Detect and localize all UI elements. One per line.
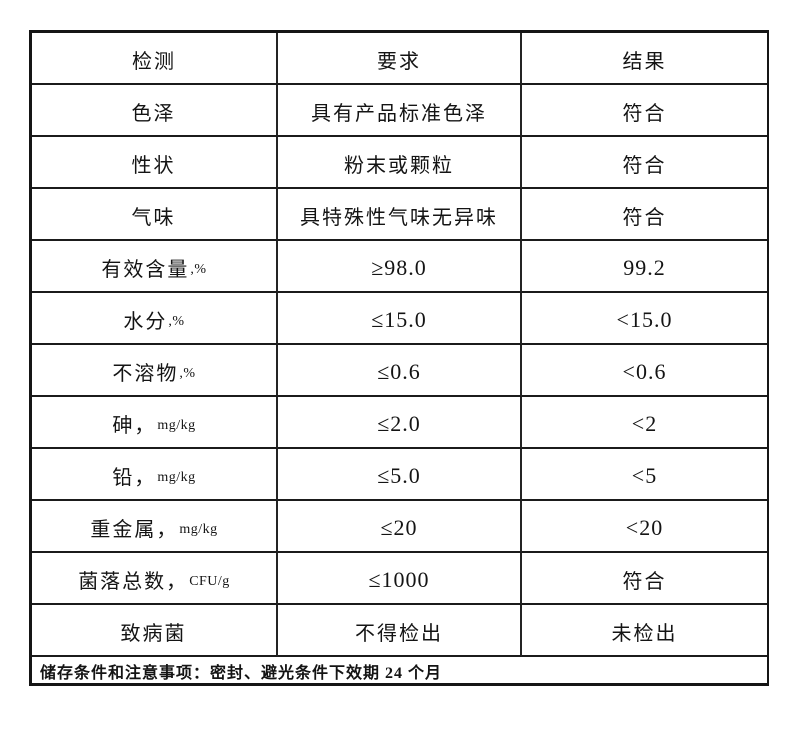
result-cell: <0.6 xyxy=(522,345,767,397)
column-header-requirement: 要求 xyxy=(278,33,522,85)
requirement-value: ≤5.0 xyxy=(377,462,421,488)
inspection-table: 检测 要求 结果 色泽 具有产品标准色泽 符合 性状 粉末或颗粒 符合 气味 具… xyxy=(29,30,769,686)
requirement-value: ≤2.0 xyxy=(377,410,421,436)
requirement-cell: ≤0.6 xyxy=(278,345,522,397)
test-name: 铅， xyxy=(112,467,157,489)
test-unit: mg/kg xyxy=(179,521,218,537)
result-cell: <2 xyxy=(522,397,767,449)
test-name-cell: 不溶物,% xyxy=(32,345,278,397)
requirement-value: ≥98.0 xyxy=(371,254,427,280)
test-name: 有效含量 xyxy=(101,259,190,281)
result-cell: <20 xyxy=(522,501,767,553)
column-header-result-label: 结果 xyxy=(622,51,667,73)
requirement-cell: 具特殊性气味无异味 xyxy=(278,189,522,241)
test-name: 重金属， xyxy=(90,519,179,541)
requirement-cell: ≤15.0 xyxy=(278,293,522,345)
result-value: 未检出 xyxy=(611,623,678,645)
test-name-cell: 菌落总数， CFU/g xyxy=(32,553,278,605)
requirement-value: ≤15.0 xyxy=(371,306,427,332)
requirement-cell: ≤20 xyxy=(278,501,522,553)
result-cell: <15.0 xyxy=(522,293,767,345)
test-name-cell: 性状 xyxy=(32,137,278,189)
test-unit: ,% xyxy=(179,365,196,381)
result-value: <5 xyxy=(631,462,658,488)
test-name: 水分 xyxy=(123,311,168,333)
requirement-value: ≤20 xyxy=(380,514,418,540)
storage-conditions-text: 储存条件和注意事项：密封、避光条件下效期 24 个月 xyxy=(40,665,443,682)
result-cell: 99.2 xyxy=(522,241,767,293)
column-header-test: 检测 xyxy=(32,33,278,85)
result-cell: 符合 xyxy=(522,85,767,137)
test-name-cell: 气味 xyxy=(32,189,278,241)
test-name: 色泽 xyxy=(131,103,176,125)
test-unit: mg/kg xyxy=(157,469,196,485)
test-name-cell: 致病菌 xyxy=(32,605,278,657)
test-name-cell: 铅， mg/kg xyxy=(32,449,278,501)
result-value: <2 xyxy=(631,410,658,436)
result-cell: 符合 xyxy=(522,553,767,605)
requirement-cell: ≤5.0 xyxy=(278,449,522,501)
test-unit: mg/kg xyxy=(157,417,196,433)
test-name: 不溶物 xyxy=(112,363,179,385)
column-header-result: 结果 xyxy=(522,33,767,85)
test-name-cell: 有效含量,% xyxy=(32,241,278,293)
test-name-cell: 水分,% xyxy=(32,293,278,345)
result-value: 符合 xyxy=(622,571,667,593)
result-value: 符合 xyxy=(622,103,667,125)
requirement-cell: 不得检出 xyxy=(278,605,522,657)
test-name-cell: 砷， mg/kg xyxy=(32,397,278,449)
requirement-value: 具有产品标准色泽 xyxy=(311,103,487,125)
result-cell: 符合 xyxy=(522,189,767,241)
requirement-value: ≤0.6 xyxy=(377,358,421,384)
test-name: 砷， xyxy=(112,415,157,437)
result-value: 符合 xyxy=(622,207,667,229)
test-name-cell: 色泽 xyxy=(32,85,278,137)
result-value: 99.2 xyxy=(623,254,666,280)
test-name: 致病菌 xyxy=(120,623,187,645)
requirement-value: 粉末或颗粒 xyxy=(344,155,454,177)
storage-conditions-note: 储存条件和注意事项：密封、避光条件下效期 24 个月 xyxy=(32,657,767,683)
result-value: <0.6 xyxy=(622,358,667,384)
requirement-value: ≤1000 xyxy=(368,566,430,592)
test-name: 性状 xyxy=(131,155,176,177)
requirement-cell: 粉末或颗粒 xyxy=(278,137,522,189)
column-header-requirement-label: 要求 xyxy=(377,51,421,73)
requirement-cell: ≤1000 xyxy=(278,553,522,605)
test-unit: ,% xyxy=(168,313,185,329)
test-name: 气味 xyxy=(131,207,176,229)
result-value: 符合 xyxy=(622,155,667,177)
requirement-cell: 具有产品标准色泽 xyxy=(278,85,522,137)
result-cell: 符合 xyxy=(522,137,767,189)
test-name: 菌落总数， xyxy=(78,571,189,593)
result-value: <20 xyxy=(625,514,664,540)
requirement-value: 具特殊性气味无异味 xyxy=(300,207,498,229)
requirement-value: 不得检出 xyxy=(355,623,443,645)
result-cell: <5 xyxy=(522,449,767,501)
result-value: <15.0 xyxy=(616,306,673,332)
test-name-cell: 重金属， mg/kg xyxy=(32,501,278,553)
requirement-cell: ≤2.0 xyxy=(278,397,522,449)
column-header-test-label: 检测 xyxy=(132,51,176,73)
result-cell: 未检出 xyxy=(522,605,767,657)
requirement-cell: ≥98.0 xyxy=(278,241,522,293)
test-unit: CFU/g xyxy=(189,573,230,589)
test-unit: ,% xyxy=(190,261,207,277)
